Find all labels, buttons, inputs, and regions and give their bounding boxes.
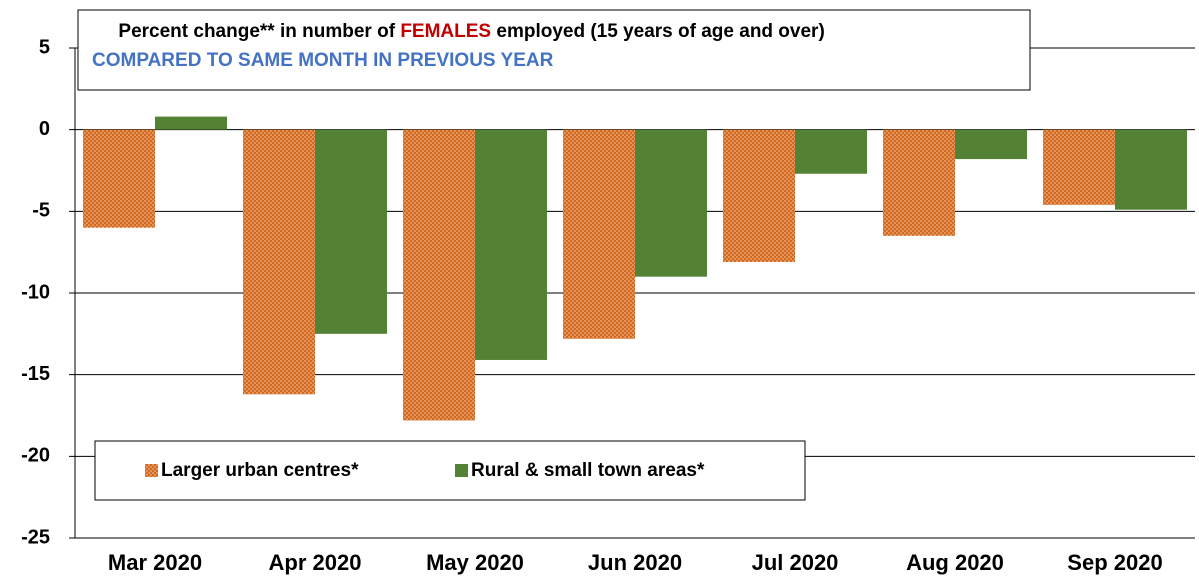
bar (883, 129, 955, 236)
title-part: employed (15 years of age and over) (491, 21, 825, 42)
legend (94, 440, 806, 501)
chart-subtitle: COMPARED TO SAME MONTH IN PREVIOUS YEAR (92, 50, 554, 71)
bar (155, 116, 227, 130)
y-tick-label: -5 (32, 200, 50, 222)
bar (1043, 129, 1115, 205)
y-tick-label: -20 (21, 445, 50, 467)
title-part: Percent change** in number of (118, 21, 400, 42)
chart-title: Percent change** in number of FEMALES em… (92, 21, 841, 42)
bar (955, 129, 1027, 160)
x-tick-label: May 2020 (426, 550, 524, 575)
x-tick-label: Jun 2020 (588, 550, 682, 575)
bar (1115, 129, 1187, 210)
bar (315, 129, 387, 334)
y-tick-label: 0 (39, 118, 50, 140)
y-tick-label: -25 (21, 526, 50, 548)
bar (403, 129, 475, 421)
x-tick-label: Jul 2020 (752, 550, 839, 575)
x-tick-label: Apr 2020 (269, 550, 362, 575)
legend-swatch (455, 464, 468, 477)
bar (243, 129, 315, 395)
x-tick-label: Mar 2020 (108, 550, 202, 575)
x-tick-label: Aug 2020 (906, 550, 1004, 575)
y-tick-label: 5 (39, 36, 50, 58)
title-box (77, 9, 1031, 91)
legend-swatch (145, 464, 158, 477)
bar (475, 129, 547, 360)
y-tick-label: -10 (21, 281, 50, 303)
legend-label: Rural & small town areas* (471, 460, 705, 481)
bar (83, 129, 155, 228)
x-tick-label: Sep 2020 (1067, 550, 1162, 575)
bar (795, 129, 867, 174)
y-tick-label: -15 (21, 363, 50, 385)
bar (563, 129, 635, 339)
bar (723, 129, 795, 262)
legend-label: Larger urban centres* (161, 460, 359, 481)
title-part: FEMALES (400, 21, 491, 42)
bar (635, 129, 707, 277)
